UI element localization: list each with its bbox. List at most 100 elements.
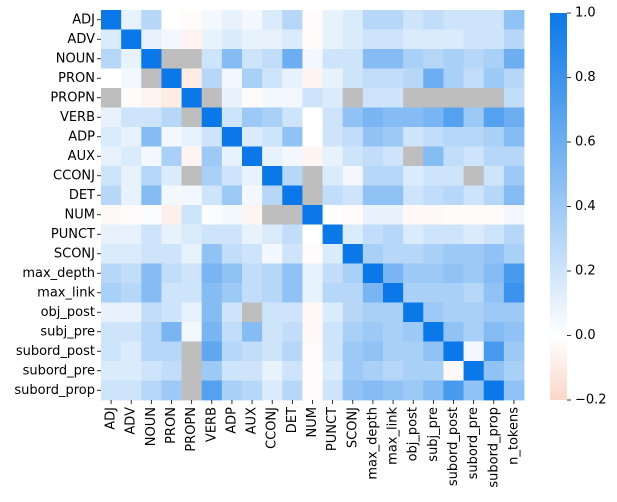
heatmap-cell-subord_post-n_tokens: [503, 341, 525, 362]
heatmap-cell-DET-subord_prop: [483, 185, 505, 206]
heatmap-cell-subord_prop-NOUN: [141, 380, 162, 401]
column-label-subord_post: subord_post: [446, 407, 461, 486]
heatmap-cell-ADJ-NUM: [302, 10, 323, 30]
heatmap-cell-PROPN-PRON: [161, 88, 182, 108]
heatmap-cell-CCONJ-subord_pre: [463, 166, 485, 186]
heatmap-cell-ADP-n_tokens: [503, 127, 525, 147]
heatmap-cell-AUX-obj_post: [403, 146, 424, 167]
heatmap-cell-ADP-SCONJ: [342, 127, 364, 147]
heatmap-cell-PRON-PUNCT: [322, 68, 344, 89]
heatmap-cell-ADV-max_link: [383, 29, 404, 50]
heatmap-cell-subord_post-subord_prop: [483, 341, 505, 362]
heatmap-cell-PRON-SCONJ: [342, 68, 364, 89]
heatmap-cell-ADJ-SCONJ: [342, 10, 364, 30]
heatmap-cell-max_depth-subord_post: [443, 263, 464, 284]
heatmap-cell-obj_post-subord_pre: [463, 302, 485, 323]
heatmap-cell-subj_pre-subord_post: [443, 322, 464, 342]
heatmap-cell-VERB-PUNCT: [322, 107, 344, 128]
heatmap-cell-subord_pre-AUX: [242, 361, 263, 381]
heatmap-cell-DET-DET: [282, 185, 303, 206]
heatmap-cell-obj_post-NUM: [302, 302, 323, 323]
heatmap-cell-PUNCT-VERB: [201, 224, 223, 245]
heatmap-cell-ADJ-ADP: [221, 10, 243, 30]
heatmap-cell-subj_pre-PROPN: [181, 322, 203, 342]
heatmap-cell-PROPN-n_tokens: [503, 88, 525, 108]
row-label-SCONJ: SCONJ: [54, 246, 95, 261]
heatmap-cell-NUM-subord_pre: [463, 205, 485, 225]
heatmap-cell-subord_pre-subord_post: [443, 361, 464, 381]
column-label-subj_pre: subj_pre: [426, 407, 441, 462]
heatmap-cell-PRON-obj_post: [403, 68, 424, 89]
heatmap-cell-AUX-PUNCT: [322, 146, 344, 167]
heatmap-cell-SCONJ-max_depth: [362, 244, 384, 264]
heatmap-cell-CCONJ-max_depth: [362, 166, 384, 186]
heatmap-cell-PROPN-ADJ: [101, 88, 122, 108]
heatmap-cell-subord_post-CCONJ: [262, 341, 283, 362]
heatmap-cell-AUX-subord_post: [443, 146, 464, 167]
heatmap-cell-max_link-CCONJ: [262, 283, 283, 303]
row-label-max_link: max_link: [37, 285, 95, 300]
heatmap-cell-max_depth-n_tokens: [503, 263, 525, 284]
heatmap-cell-NUM-subj_pre: [423, 205, 444, 225]
heatmap-cell-NOUN-PUNCT: [322, 49, 344, 69]
heatmap-cell-AUX-NOUN: [141, 146, 162, 167]
heatmap-cell-SCONJ-ADV: [121, 244, 142, 264]
heatmap-cell-subord_prop-VERB: [201, 380, 223, 401]
heatmap-cell-NOUN-max_depth: [362, 49, 384, 69]
heatmap-cell-ADP-PUNCT: [322, 127, 344, 147]
heatmap-cell-NOUN-DET: [282, 49, 303, 69]
heatmap-cell-subord_post-ADP: [221, 341, 243, 362]
heatmap-cell-subord_prop-ADV: [121, 380, 142, 401]
heatmap-cell-max_depth-DET: [282, 263, 303, 284]
heatmap-cell-SCONJ-NUM: [302, 244, 323, 264]
column-label-ADV: ADV: [124, 407, 139, 435]
heatmap-cell-AUX-NUM: [302, 146, 323, 167]
heatmap-cell-NOUN-subord_pre: [463, 49, 485, 69]
heatmap-cell-subord_post-PRON: [161, 341, 182, 362]
heatmap-cell-PROPN-AUX: [242, 88, 263, 108]
heatmap-cell-subord_pre-subj_pre: [423, 361, 444, 381]
heatmap-cell-NOUN-subord_prop: [483, 49, 505, 69]
heatmap-cell-DET-VERB: [201, 185, 223, 206]
heatmap-cell-subord_prop-SCONJ: [342, 380, 364, 401]
heatmap-cell-NUM-subord_prop: [483, 205, 505, 225]
heatmap-cell-CCONJ-ADP: [221, 166, 243, 186]
heatmap-cell-AUX-CCONJ: [262, 146, 283, 167]
heatmap-cell-SCONJ-CCONJ: [262, 244, 283, 264]
heatmap-cell-max_depth-NOUN: [141, 263, 162, 284]
heatmap-cell-PRON-ADP: [221, 68, 243, 89]
heatmap-cell-ADV-n_tokens: [503, 29, 525, 50]
heatmap-cell-subord_pre-ADP: [221, 361, 243, 381]
heatmap-cell-max_link-DET: [282, 283, 303, 303]
heatmap-cell-obj_post-DET: [282, 302, 303, 323]
heatmap-cell-ADV-subord_prop: [483, 29, 505, 50]
heatmap-cell-ADP-CCONJ: [262, 127, 283, 147]
heatmap-cell-VERB-ADP: [221, 107, 243, 128]
row-label-ADV: ADV: [67, 32, 95, 47]
heatmap-cell-max_depth-subord_prop: [483, 263, 505, 284]
heatmap-cell-NOUN-subj_pre: [423, 49, 444, 69]
heatmap-cell-NOUN-PROPN: [181, 49, 203, 69]
heatmap-cell-subord_pre-ADV: [121, 361, 142, 381]
column-label-CCONJ: CCONJ: [265, 407, 280, 449]
heatmap-cell-PUNCT-NOUN: [141, 224, 162, 245]
heatmap-cell-PROPN-NUM: [302, 88, 323, 108]
heatmap-cell-max_link-PROPN: [181, 283, 203, 303]
heatmap-cell-ADP-subord_pre: [463, 127, 485, 147]
heatmap-cell-PRON-ADJ: [101, 68, 122, 89]
heatmap-cell-subord_prop-max_depth: [362, 380, 384, 401]
heatmap-cell-ADV-ADJ: [101, 29, 122, 50]
heatmap-cell-CCONJ-VERB: [201, 166, 223, 186]
heatmap-cell-max_link-ADJ: [101, 283, 122, 303]
colorbar-gradient: [550, 13, 567, 400]
heatmap-cell-subj_pre-ADJ: [101, 322, 122, 342]
heatmap-cell-ADP-max_depth: [362, 127, 384, 147]
heatmap-cell-max_depth-ADP: [221, 263, 243, 284]
heatmap-cell-max_depth-NUM: [302, 263, 323, 284]
heatmap-cell-ADJ-subord_pre: [463, 10, 485, 30]
heatmap-cell-subord_prop-obj_post: [403, 380, 424, 401]
heatmap-cell-subj_pre-n_tokens: [503, 322, 525, 342]
heatmap-cell-subj_pre-CCONJ: [262, 322, 283, 342]
heatmap-cell-NUM-AUX: [242, 205, 263, 225]
heatmap-cell-DET-max_depth: [362, 185, 384, 206]
